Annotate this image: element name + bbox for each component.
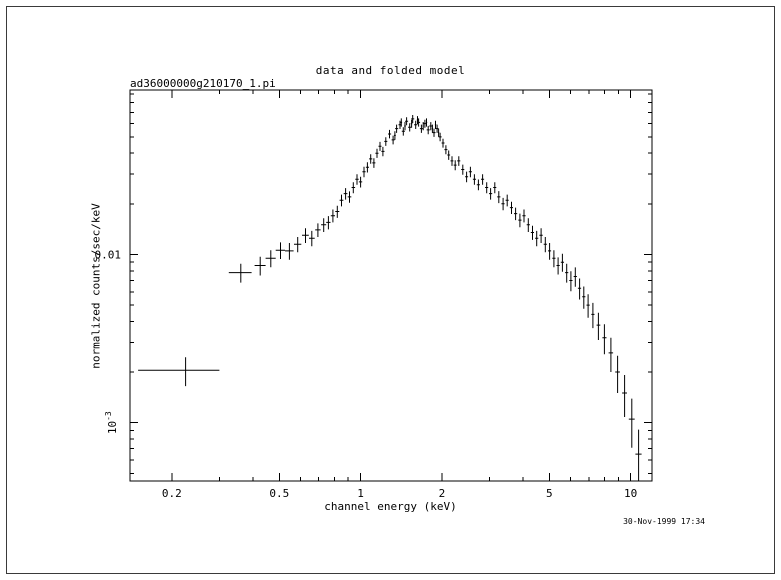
y-tick-label: 0.01: [95, 249, 122, 262]
x-tick-label: 0.2: [162, 487, 182, 500]
y-tick-label-exponent: 10-3: [104, 411, 119, 434]
x-tick-label: 10: [624, 487, 637, 500]
x-tick-label: 2: [439, 487, 446, 500]
x-tick-label: 5: [546, 487, 553, 500]
timestamp: 30-Nov-1999 17:34: [623, 517, 705, 526]
x-axis-title: channel energy (keV): [324, 500, 457, 513]
x-tick-label: 0.5: [269, 487, 289, 500]
chart-title: data and folded model: [315, 64, 466, 77]
dataset-label: ad36000000g210170_1.pi: [130, 77, 276, 90]
axes-frame: [129, 89, 653, 482]
x-tick-label: 1: [357, 487, 364, 500]
data-error-bars: [138, 115, 642, 481]
y-axis-title: normalized counts/sec/keV: [89, 203, 103, 369]
